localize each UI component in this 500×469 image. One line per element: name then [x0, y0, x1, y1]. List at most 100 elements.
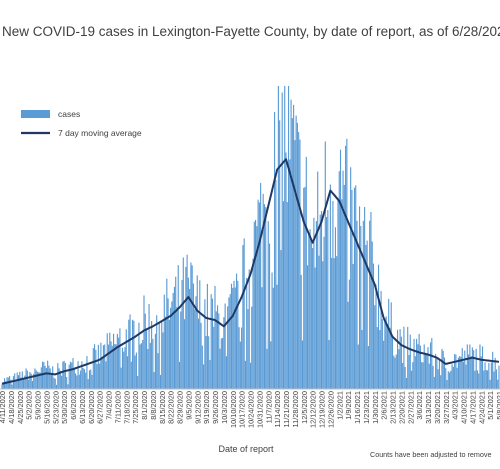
bar-case-count: [308, 233, 310, 389]
bar-case-count: [124, 347, 126, 389]
bar-case-count: [480, 356, 482, 389]
x-tick-label: 10/17/2020: [238, 391, 247, 428]
bar-case-count: [303, 187, 305, 389]
bar-case-count: [464, 350, 466, 389]
bar-case-count: [40, 367, 42, 389]
bar-case-count: [203, 364, 205, 389]
x-tick-label: 5/1/2021: [486, 391, 495, 420]
bar-case-count: [478, 373, 480, 389]
bar-case-count: [289, 159, 291, 389]
bar-case-count: [34, 368, 36, 389]
bar-case-count: [189, 288, 191, 389]
x-tick-label: 3/6/2021: [415, 391, 424, 420]
bar-case-count: [248, 269, 250, 389]
bar-case-count: [247, 309, 249, 389]
bar-case-count: [380, 291, 382, 389]
bar-case-count: [134, 355, 136, 389]
bar-case-count: [228, 297, 230, 389]
bar-case-count: [418, 333, 420, 389]
bar-case-count: [81, 361, 83, 389]
bar-case-count: [429, 342, 432, 389]
bar-case-count: [372, 263, 375, 389]
x-tick-label: 5/8/2021: [495, 391, 500, 420]
bar-case-count: [272, 287, 274, 389]
bar-case-count: [336, 256, 338, 389]
bar-case-count: [68, 364, 70, 389]
x-tick-label: 4/11/2020: [0, 391, 7, 423]
bar-case-count: [255, 219, 257, 389]
bar-case-count: [448, 372, 451, 389]
x-tick-label: 5/9/2020: [34, 391, 43, 420]
bar-case-count: [72, 358, 74, 389]
bar-case-count: [114, 344, 116, 389]
bar-case-count: [145, 329, 148, 389]
bar-case-count: [305, 156, 307, 389]
bar-case-count: [244, 360, 246, 389]
bar-case-count: [197, 318, 200, 389]
bar-case-count: [64, 362, 66, 389]
bar-case-count: [130, 361, 132, 389]
bar-case-count: [253, 221, 255, 389]
bar-case-count: [87, 379, 89, 389]
bar-case-count: [133, 320, 135, 389]
bar-series-cases: [1, 86, 500, 390]
bar-case-count: [337, 200, 339, 389]
bar-case-count: [333, 258, 335, 389]
bar-case-count: [162, 332, 164, 389]
bar-case-count: [285, 152, 287, 389]
bar-case-count: [494, 357, 496, 389]
bar-case-count: [48, 365, 50, 389]
bar-case-count: [191, 265, 193, 389]
bar-case-count: [348, 279, 350, 389]
bar-case-count: [238, 327, 240, 389]
bar-case-count: [190, 262, 192, 389]
bar-case-count: [77, 361, 79, 389]
bar-case-count: [29, 372, 31, 389]
bar-case-count: [11, 384, 13, 389]
bar-case-count: [194, 309, 196, 389]
bar-case-count: [484, 362, 486, 389]
bar-case-count: [315, 221, 317, 389]
bar-case-count: [318, 255, 320, 389]
bar-case-count: [20, 377, 22, 389]
bar-case-count: [327, 210, 329, 389]
bar-case-count: [479, 344, 481, 389]
bar-case-count: [252, 258, 254, 389]
bar-case-count: [374, 305, 376, 389]
legend-label-cases: cases: [58, 109, 80, 119]
bar-case-count: [300, 274, 302, 389]
bar-case-count: [59, 370, 61, 389]
bar-case-count: [209, 360, 211, 389]
bar-case-count: [417, 344, 419, 389]
legend-label-moving-average: 7 day moving average: [58, 128, 142, 138]
bar-case-count: [476, 370, 479, 389]
x-tick-label: 11/21/2020: [282, 391, 291, 427]
bar-case-count: [346, 138, 348, 389]
bar-case-count: [57, 363, 59, 389]
x-tick-label: 2/6/2021: [380, 391, 389, 420]
bar-case-count: [17, 375, 20, 389]
bar-case-count: [211, 298, 214, 389]
bar-case-count: [177, 265, 179, 389]
bar-case-count: [489, 379, 491, 389]
chart-title: New COVID-19 cases in Lexington-Fayette …: [2, 24, 500, 39]
bar-case-count: [423, 344, 425, 389]
bar-case-count: [280, 250, 282, 389]
x-tick-label: 6/27/2020: [96, 391, 105, 424]
bar-case-count: [454, 354, 456, 389]
bar-case-count: [313, 217, 315, 389]
bar-case-count: [267, 221, 269, 389]
bar-case-count: [485, 370, 487, 389]
bar-case-count: [298, 132, 300, 390]
bar-case-count: [402, 362, 404, 389]
bar-case-count: [488, 362, 490, 389]
bar-case-count: [246, 277, 248, 389]
bar-case-count: [172, 292, 174, 389]
bar-case-count: [153, 372, 155, 389]
bar-case-count: [286, 202, 288, 389]
bar-case-count: [33, 373, 35, 389]
bar-case-count: [138, 322, 140, 389]
bar-case-count: [275, 180, 277, 389]
x-tick-label: 8/29/2020: [176, 391, 185, 424]
bar-case-count: [446, 379, 448, 389]
